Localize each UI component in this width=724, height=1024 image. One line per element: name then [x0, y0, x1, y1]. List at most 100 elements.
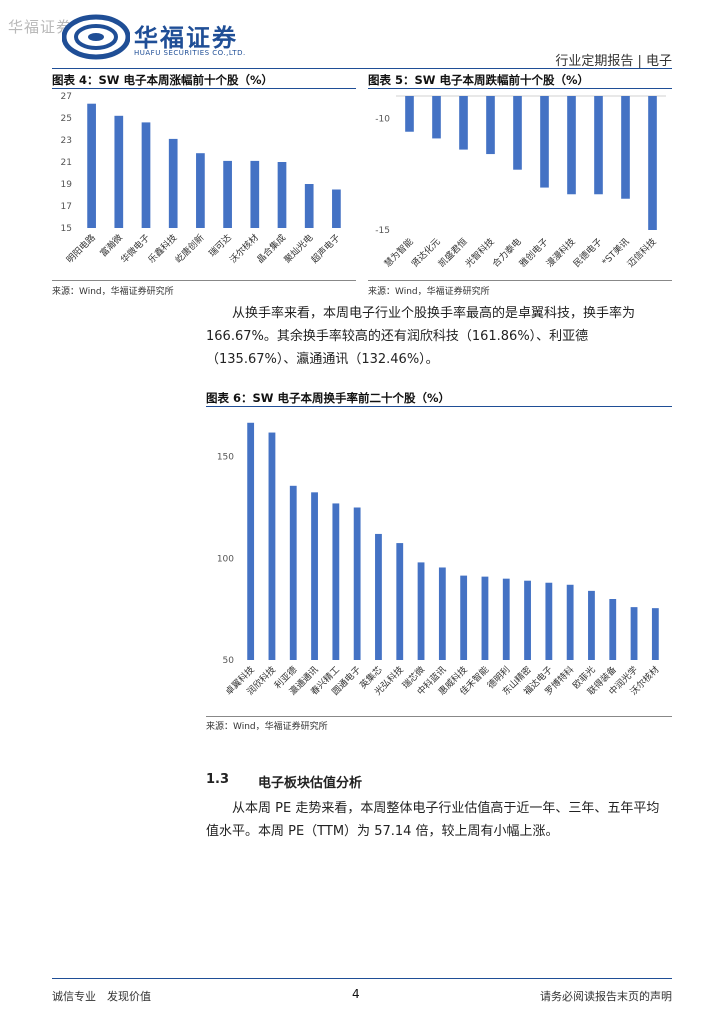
bar: [540, 96, 549, 188]
bar: [277, 162, 287, 228]
bar: [141, 122, 151, 228]
paragraph-valuation: 从本周 PE 走势来看，本周整体电子行业估值高于近一年、三年、五年平均值水平。本…: [206, 797, 672, 843]
figure-6-chart: 50100150卓翼科技润欣科技利亚德瀛通通讯春兴精工圆通电子英集芯光弘科技瑞芯…: [217, 422, 661, 698]
paragraph-valuation-text: 从本周 PE 走势来看，本周整体电子行业估值高于近一年、三年、五年平均值水平。本…: [206, 801, 660, 839]
category-label: 晶合集成: [254, 232, 288, 266]
logo-text-en: HUAFU SECURITIES CO.,LTD.: [134, 49, 246, 57]
figure-6-title: 图表 6：SW 电子本周换手率前二十个股（%）: [206, 391, 450, 405]
y-tick-label: 100: [217, 554, 234, 564]
y-tick-label: 23: [61, 136, 72, 146]
logo-swirl-icon: [62, 14, 130, 60]
watermark: 华福证券: [8, 18, 73, 36]
bar: [545, 582, 553, 660]
figure-6-rule: [206, 406, 672, 407]
bar: [651, 608, 659, 660]
category-label: 屹唐创新: [173, 232, 207, 266]
bar: [304, 184, 314, 228]
bar: [289, 485, 297, 660]
y-tick-label: 50: [223, 656, 235, 666]
bar: [332, 189, 341, 228]
figure-5-source: 来源：Wind，华福证券研究所: [368, 287, 490, 297]
bar: [375, 533, 382, 660]
category-label: 瑞可达: [206, 232, 234, 260]
figure-4-source-rule: [52, 280, 356, 281]
category-label: 民德电子: [571, 236, 605, 270]
y-tick-label: 25: [61, 114, 72, 124]
figure-4-title: 图表 4：SW 电子本周涨幅前十个股（%）: [52, 73, 273, 87]
category-label: 迈信科技: [625, 236, 659, 270]
bar: [630, 607, 638, 660]
logo-text-cn: 华福证券: [134, 24, 238, 52]
bar: [567, 96, 576, 195]
figure-4-rule: [52, 88, 356, 89]
bar: [621, 96, 630, 199]
y-tick-label: 17: [61, 202, 72, 212]
bar: [486, 96, 495, 155]
y-tick-label: 15: [61, 224, 72, 234]
footer-slogan: 诚信专业 发现价值: [52, 990, 151, 1003]
figure-6-source-rule: [206, 716, 672, 717]
page-number: 4: [352, 987, 360, 1001]
bar: [353, 507, 361, 660]
bar: [648, 96, 657, 230]
bar: [566, 584, 574, 660]
y-tick-label: 27: [61, 92, 72, 102]
category-label: 慧为智能: [382, 236, 416, 270]
bar: [405, 96, 414, 132]
category-label: 光智科技: [463, 236, 497, 270]
bar: [223, 160, 232, 228]
footer-divider: [52, 978, 672, 979]
category-label: 富瀚微: [97, 232, 125, 260]
y-tick-label: 19: [61, 180, 73, 190]
bar: [268, 432, 276, 660]
category-label: 凯盛君恒: [436, 236, 470, 270]
figure-5-title: 图表 5：SW 电子本周跌幅前十个股（%）: [368, 73, 589, 87]
category-label: 合力泰电: [490, 236, 524, 270]
y-tick-label: -10: [375, 114, 390, 124]
bar: [247, 422, 255, 660]
category-label: 聚灿光电: [281, 232, 315, 266]
footer-disclaimer: 请务必阅读报告末页的声明: [540, 990, 672, 1003]
y-tick-label: 21: [61, 158, 72, 168]
figure-5-chart: -10-15慧为智能贤达化元凯盛君恒光智科技合力泰电雅创电子漫漫科技民德电子*S…: [375, 95, 666, 270]
bar: [594, 96, 603, 195]
y-tick-label: 150: [217, 453, 234, 463]
section-number: 1.3: [206, 772, 230, 787]
category-label: 沃尔核材: [227, 232, 261, 266]
figure-6-source: 来源：Wind，华福证券研究所: [206, 722, 328, 732]
bar: [417, 562, 425, 660]
figure-5-rule: [368, 88, 672, 89]
bar: [332, 503, 340, 660]
category-label: 明阳电路: [64, 232, 98, 266]
bar: [250, 160, 260, 228]
bar: [460, 575, 468, 660]
category-label: 超声电子: [309, 232, 343, 266]
bar: [588, 590, 595, 660]
figure-4-source: 来源：Wind，华福证券研究所: [52, 287, 174, 297]
bar: [502, 578, 510, 660]
bar: [114, 115, 124, 228]
bar: [459, 96, 468, 150]
bar: [196, 153, 205, 228]
bar: [438, 567, 446, 660]
bar: [168, 138, 178, 228]
bar: [481, 576, 489, 660]
bar: [87, 103, 96, 228]
report-type: 行业定期报告 | 电子: [555, 54, 672, 69]
paragraph-turnover-text: 从换手率来看，本周电子行业个股换手率最高的是卓翼科技，换手率为 166.67%。…: [206, 306, 636, 367]
bar: [524, 580, 531, 660]
header-divider: [52, 68, 672, 69]
section-title: 电子板块估值分析: [258, 776, 363, 791]
company-logo: 华福证券 HUAFU SECURITIES CO.,LTD.: [62, 14, 272, 62]
category-label: 漫漫科技: [544, 236, 578, 270]
bar: [432, 96, 441, 139]
bar: [513, 96, 522, 170]
bar: [609, 599, 617, 660]
category-label: 乐鑫科技: [145, 232, 179, 266]
paragraph-turnover: 从换手率来看，本周电子行业个股换手率最高的是卓翼科技，换手率为 166.67%。…: [206, 302, 672, 371]
category-label: 贤达化元: [409, 236, 443, 270]
bar: [311, 492, 318, 660]
bar: [396, 543, 404, 660]
category-label: 雅创电子: [517, 236, 551, 270]
